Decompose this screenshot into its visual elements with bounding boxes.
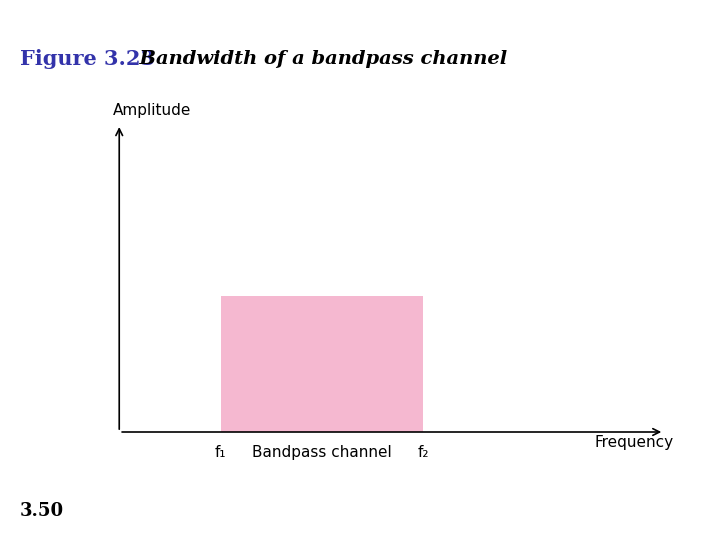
Text: 3.50: 3.50	[20, 502, 64, 520]
Text: Figure 3.23: Figure 3.23	[20, 49, 156, 70]
Text: Bandpass channel: Bandpass channel	[252, 445, 392, 460]
Bar	[220, 296, 423, 432]
Text: f₂: f₂	[418, 445, 429, 460]
Text: Bandwidth of a bandpass channel: Bandwidth of a bandpass channel	[126, 50, 507, 69]
Text: Amplitude: Amplitude	[113, 103, 192, 118]
Text: f₁: f₁	[215, 445, 226, 460]
Text: Frequency: Frequency	[595, 435, 674, 450]
